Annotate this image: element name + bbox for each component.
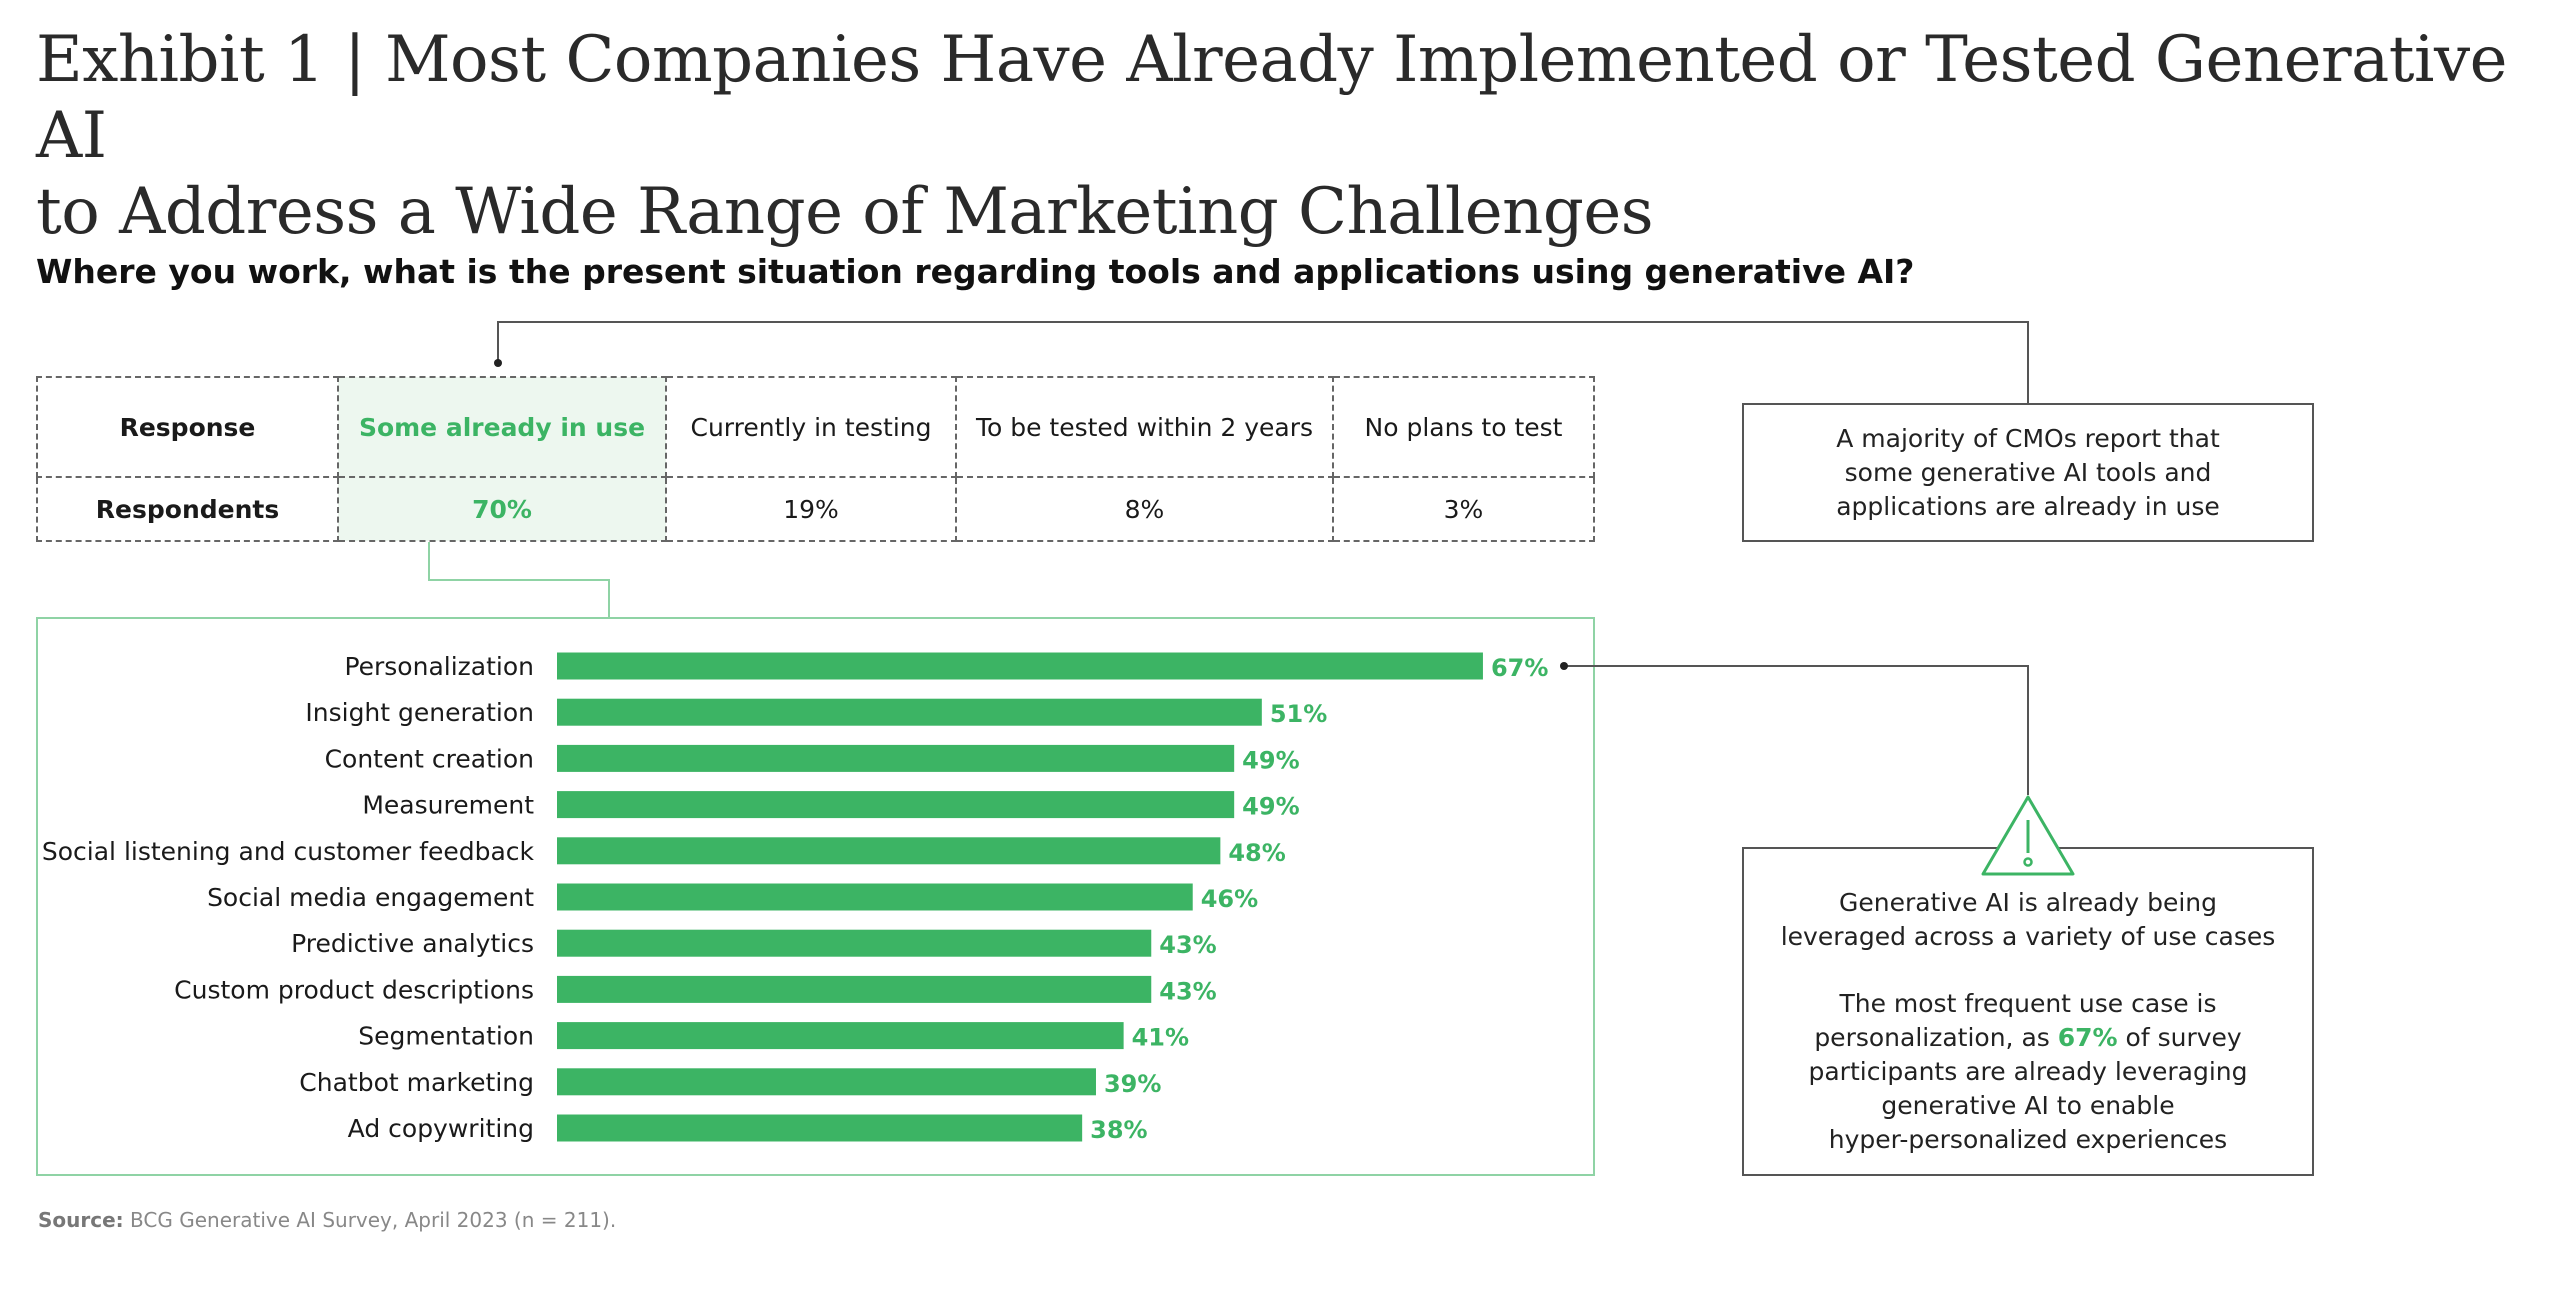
value-label: 67%	[1491, 654, 1548, 682]
bar	[557, 837, 1221, 865]
category-label: Custom product descriptions	[174, 975, 534, 1004]
bar	[557, 744, 1235, 772]
bar	[557, 791, 1235, 819]
bar	[557, 975, 1152, 1003]
category-label: Personalization	[344, 652, 534, 681]
respondents-cell: 19%	[665, 476, 957, 542]
callout-text: some generative AI tools and	[1844, 457, 2212, 487]
respondents-cell: 3%	[1332, 476, 1595, 542]
bar	[557, 698, 1262, 726]
response-cell: Some already in use	[337, 376, 667, 478]
row-label-response: Response	[36, 376, 339, 478]
value-label: 38%	[1090, 1116, 1147, 1144]
category-label: Insight generation	[305, 698, 534, 727]
connector-dot	[494, 359, 502, 367]
respondents-cell: 8%	[955, 476, 1334, 542]
response-cell: No plans to test	[1332, 376, 1595, 478]
chart-box	[36, 617, 1595, 1176]
callout-use-cases: Generative AI is already being leveraged…	[1742, 847, 2314, 1176]
callout-text: personalization, as 67% of survey	[1744, 1021, 2312, 1055]
connector-line-green	[428, 542, 610, 617]
callout-text: Generative AI is already being	[1838, 888, 2217, 917]
bar	[557, 1022, 1124, 1050]
category-label: Content creation	[325, 744, 534, 773]
bar	[557, 1068, 1096, 1096]
title-line-2: to Address a Wide Range of Marketing Cha…	[36, 175, 1654, 249]
callout-text: leveraged across a variety of use cases	[1780, 922, 2276, 951]
category-label: Ad copywriting	[348, 1114, 534, 1143]
bar	[557, 883, 1193, 911]
row-label-respondents: Respondents	[36, 476, 339, 542]
callout-highlight: 67%	[2057, 1023, 2118, 1052]
value-label: 43%	[1159, 931, 1216, 959]
callout-text: A majority of CMOs report that	[1836, 423, 2220, 453]
category-label: Measurement	[362, 791, 534, 820]
callout-text-part: of survey	[2117, 1023, 2242, 1052]
response-table: Response Some already in use Currently i…	[36, 376, 1595, 542]
response-cell: To be tested within 2 years	[955, 376, 1334, 478]
category-label: Social listening and customer feedback	[42, 837, 535, 866]
table-row: Respondents 70% 19% 8% 3%	[36, 476, 1595, 542]
chart-question: Where you work, what is the present situ…	[36, 252, 1915, 291]
connector-line	[497, 321, 2029, 403]
value-label: 46%	[1201, 885, 1258, 913]
connector-line	[1564, 665, 2029, 795]
value-label: 49%	[1242, 793, 1299, 821]
callout-text-part: personalization, as	[1814, 1023, 2058, 1052]
callout-text: hyper-personalized experiences	[1828, 1125, 2228, 1154]
source-label: Source:	[38, 1208, 124, 1232]
bar	[557, 929, 1152, 957]
value-label: 39%	[1104, 1070, 1161, 1098]
page-title: Exhibit 1 | Most Companies Have Already …	[36, 22, 2560, 250]
table-row: Response Some already in use Currently i…	[36, 376, 1595, 478]
value-label: 48%	[1228, 839, 1285, 867]
bar	[557, 652, 1483, 680]
value-label: 51%	[1270, 700, 1327, 728]
callout-text: applications are already in use	[1836, 491, 2220, 521]
respondents-cell: 70%	[337, 476, 667, 542]
callout-text: generative AI to enable	[1881, 1091, 2175, 1120]
connector-dot	[1560, 662, 1568, 670]
value-label: 49%	[1242, 746, 1299, 774]
category-label: Chatbot marketing	[299, 1068, 534, 1097]
title-line-1: Exhibit 1 | Most Companies Have Already …	[36, 23, 2507, 173]
value-label: 43%	[1159, 977, 1216, 1005]
source-text: BCG Generative AI Survey, April 2023 (n …	[130, 1208, 617, 1232]
callout-text: The most frequent use case is	[1839, 989, 2217, 1018]
category-label: Segmentation	[358, 1022, 534, 1051]
bar	[557, 1114, 1083, 1142]
value-label: 41%	[1132, 1024, 1189, 1052]
category-label: Predictive analytics	[291, 929, 534, 958]
category-label: Social media engagement	[207, 883, 534, 912]
callout-text: participants are already leveraging	[1808, 1057, 2248, 1086]
source-note: Source: BCG Generative AI Survey, April …	[38, 1208, 616, 1232]
response-cell: Currently in testing	[665, 376, 957, 478]
callout-majority: A majority of CMOs report that some gene…	[1742, 403, 2314, 542]
